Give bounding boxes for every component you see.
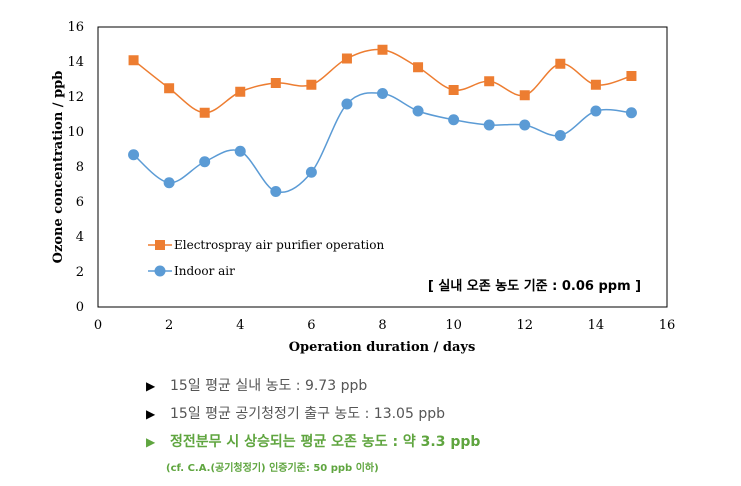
data-point — [234, 145, 246, 157]
legend-marker — [154, 265, 166, 277]
data-point — [377, 44, 388, 55]
data-point — [377, 88, 388, 99]
note-text: 15일 평균 실내 농도 : 9.73 ppb — [170, 378, 368, 394]
data-point — [412, 105, 424, 117]
ozone-standard-label: [ 실내 오존 농도 기준 : 0.06 ppm ] — [412, 276, 657, 298]
note-outlet-average: ▶ 15일 평균 공기청정기 출구 농도 : 13.05 ppb — [146, 404, 480, 432]
y-tick-label: 10 — [67, 125, 84, 140]
legend-marker — [155, 240, 165, 250]
ozone-chart: 0 2 4 6 8 10 12 14 16 0 2 4 6 8 10 12 14 16 Operation du… — [51, 20, 675, 355]
data-point — [306, 79, 317, 90]
data-point — [164, 83, 175, 94]
arrow-icon: ▶ — [146, 435, 156, 449]
y-tick-label: 6 — [76, 195, 84, 210]
footnote-text: (cf. C.A.(공기청정기) 인증기준: 50 ppb 이하) — [166, 463, 379, 474]
data-point — [199, 156, 211, 168]
y-tick-label: 8 — [76, 160, 84, 175]
data-point — [484, 76, 495, 87]
data-point — [341, 98, 353, 110]
y-axis-title: Ozone concentration / ppb — [51, 71, 66, 264]
x-axis-ticks: 0 2 4 6 8 10 12 14 16 — [94, 318, 675, 333]
data-point — [555, 58, 566, 69]
arrow-icon: ▶ — [146, 407, 156, 421]
x-tick-label: 14 — [588, 318, 605, 333]
data-point — [590, 79, 601, 90]
series-line — [133, 92, 632, 194]
data-point — [554, 130, 566, 141]
data-point — [163, 177, 175, 189]
data-point — [128, 149, 140, 161]
series-layer — [128, 44, 637, 197]
arrow-icon: ▶ — [146, 379, 156, 393]
note-indoor-average: ▶ 15일 평균 실내 농도 : 9.73 ppb — [146, 376, 480, 404]
x-tick-label: 8 — [378, 318, 386, 333]
footnote-certification-standard: (cf. C.A.(공기청정기) 인증기준: 50 ppb 이하) — [146, 460, 480, 478]
x-tick-label: 16 — [659, 318, 676, 333]
x-tick-label: 0 — [94, 318, 102, 333]
x-tick-label: 12 — [516, 318, 533, 333]
y-tick-label: 2 — [76, 265, 84, 280]
note-ozone-increase: ▶ 정전분무 시 상승되는 평균 오존 농도 : 약 3.3 ppb — [146, 432, 480, 460]
legend: Electrospray air purifier operation Indoo… — [148, 238, 384, 278]
data-point — [305, 166, 317, 178]
y-tick-label: 16 — [67, 20, 84, 35]
data-point — [626, 71, 637, 81]
y-tick-label: 4 — [76, 230, 84, 245]
x-tick-label: 2 — [165, 318, 173, 333]
note-text: 정전분무 시 상승되는 평균 오존 농도 : 약 3.3 ppb — [170, 434, 481, 450]
plot-area — [97, 26, 668, 308]
y-axis-ticks: 0 2 4 6 8 10 12 14 16 — [67, 20, 84, 315]
data-point — [519, 119, 531, 131]
data-point — [519, 90, 530, 101]
x-tick-label: 4 — [236, 318, 244, 333]
data-point — [448, 85, 459, 95]
data-point — [270, 186, 282, 197]
x-axis-title: Operation duration / days — [289, 340, 476, 355]
data-point — [270, 78, 281, 88]
data-point — [448, 114, 460, 126]
data-point — [199, 107, 210, 118]
x-tick-label: 10 — [445, 318, 462, 333]
data-point — [235, 86, 246, 97]
y-tick-label: 12 — [67, 90, 84, 105]
legend-label: Electrospray air purifier operation — [174, 238, 384, 252]
x-tick-label: 6 — [307, 318, 315, 333]
note-text: 15일 평균 공기청정기 출구 농도 : 13.05 ppb — [170, 406, 445, 422]
legend-label: Indoor air — [174, 264, 235, 278]
data-point — [590, 105, 602, 117]
y-tick-label: 14 — [67, 55, 84, 70]
data-point — [128, 55, 139, 66]
data-point — [483, 119, 495, 131]
data-point — [625, 107, 637, 119]
y-tick-label: 0 — [76, 300, 84, 315]
notes-list: ▶ 15일 평균 실내 농도 : 9.73 ppb ▶ 15일 평균 공기청정기… — [146, 376, 480, 478]
data-point — [341, 53, 352, 64]
data-point — [413, 62, 424, 73]
